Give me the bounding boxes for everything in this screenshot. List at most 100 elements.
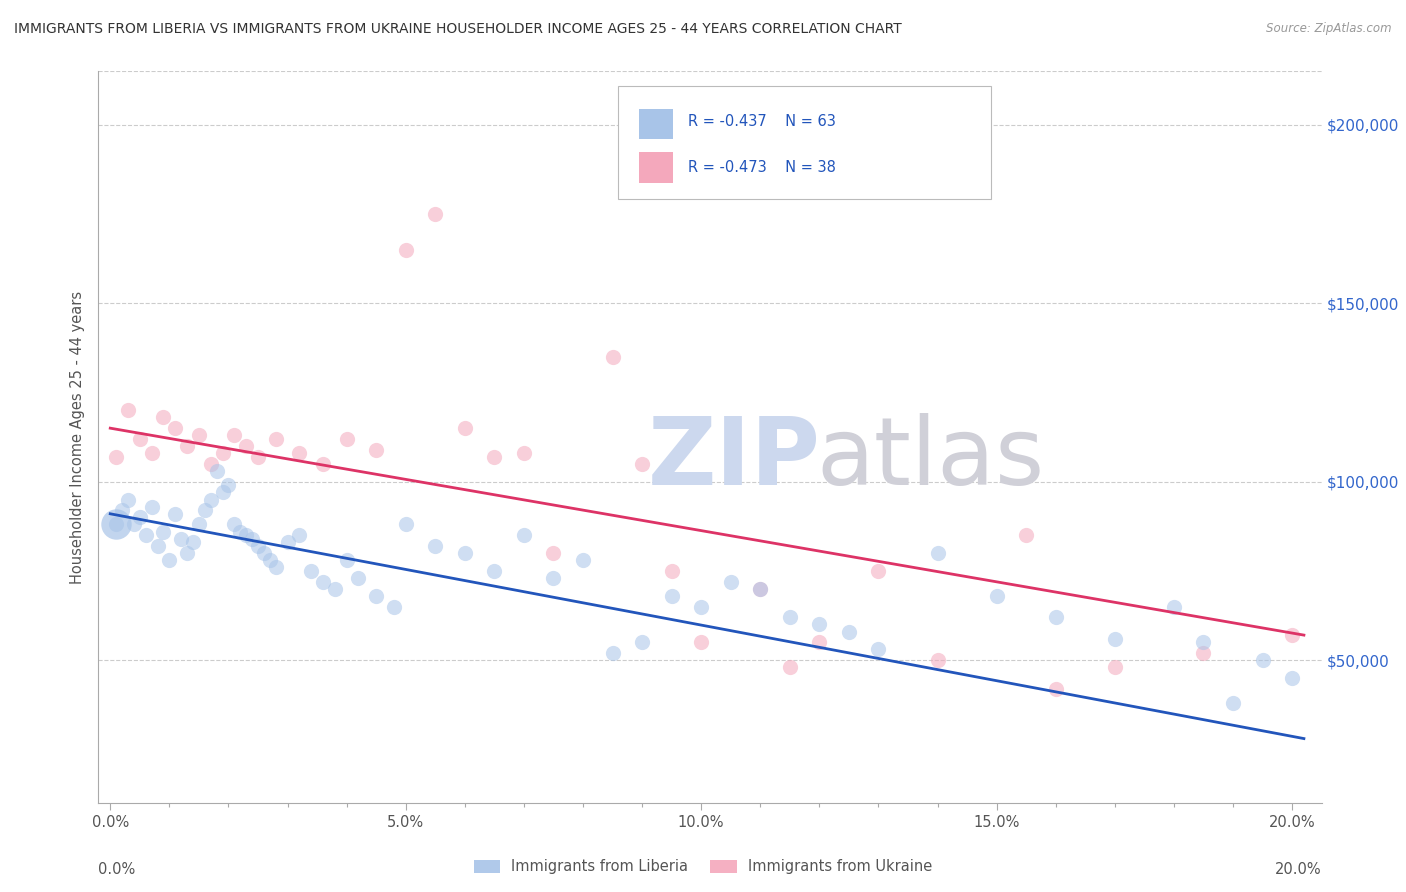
Point	[200, 457, 222, 471]
Point	[1251, 653, 1274, 667]
Point	[128, 510, 150, 524]
Point	[187, 517, 209, 532]
Point	[211, 446, 233, 460]
Point	[217, 478, 239, 492]
Point	[1015, 528, 1038, 542]
Point	[1045, 610, 1067, 624]
Point	[141, 500, 163, 514]
Text: ZIP: ZIP	[648, 413, 821, 505]
Point	[927, 653, 949, 667]
Point	[288, 528, 311, 542]
Text: R = -0.437    N = 63: R = -0.437 N = 63	[688, 114, 837, 129]
Text: 0.0%: 0.0%	[98, 863, 135, 877]
Point	[690, 635, 713, 649]
Point	[246, 539, 269, 553]
Text: 20.0%: 20.0%	[1275, 863, 1322, 877]
Point	[224, 517, 246, 532]
Point	[224, 428, 246, 442]
Point	[240, 532, 263, 546]
Point	[152, 524, 174, 539]
Point	[513, 446, 536, 460]
Point	[229, 524, 252, 539]
Point	[749, 582, 772, 596]
Point	[1192, 646, 1215, 660]
Point	[276, 535, 298, 549]
Point	[661, 564, 683, 578]
Point	[1104, 632, 1126, 646]
Text: IMMIGRANTS FROM LIBERIA VS IMMIGRANTS FROM UKRAINE HOUSEHOLDER INCOME AGES 25 - : IMMIGRANTS FROM LIBERIA VS IMMIGRANTS FR…	[14, 22, 901, 37]
Point	[808, 617, 831, 632]
Point	[165, 507, 187, 521]
Point	[146, 539, 169, 553]
Point	[211, 485, 233, 500]
Point	[382, 599, 405, 614]
Point	[1281, 628, 1303, 642]
Point	[1104, 660, 1126, 674]
Point	[454, 421, 477, 435]
Point	[690, 599, 713, 614]
Point	[312, 457, 335, 471]
Point	[299, 564, 322, 578]
Point	[176, 546, 198, 560]
Point	[105, 450, 128, 464]
Point	[264, 560, 287, 574]
Point	[868, 564, 890, 578]
Legend: Immigrants from Liberia, Immigrants from Ukraine: Immigrants from Liberia, Immigrants from…	[468, 854, 938, 880]
Point	[347, 571, 370, 585]
Point	[1192, 635, 1215, 649]
Point	[927, 546, 949, 560]
Point	[661, 589, 683, 603]
Point	[543, 571, 565, 585]
Point	[157, 553, 180, 567]
Text: Source: ZipAtlas.com: Source: ZipAtlas.com	[1267, 22, 1392, 36]
Point	[986, 589, 1008, 603]
Point	[187, 428, 209, 442]
Point	[165, 421, 187, 435]
Text: atlas: atlas	[815, 413, 1045, 505]
Point	[808, 635, 831, 649]
Point	[543, 546, 565, 560]
Point	[235, 439, 257, 453]
Point	[395, 517, 418, 532]
Point	[176, 439, 198, 453]
Point	[631, 635, 654, 649]
Point	[1281, 671, 1303, 685]
Point	[259, 553, 281, 567]
Text: R = -0.473    N = 38: R = -0.473 N = 38	[688, 161, 837, 176]
Point	[200, 492, 222, 507]
Point	[484, 450, 506, 464]
Point	[1222, 696, 1244, 710]
Point	[336, 432, 359, 446]
Point	[779, 610, 801, 624]
FancyBboxPatch shape	[640, 152, 673, 183]
Point	[366, 589, 388, 603]
Point	[253, 546, 276, 560]
Point	[425, 207, 447, 221]
Point	[395, 243, 418, 257]
Point	[105, 517, 128, 532]
Point	[484, 564, 506, 578]
Point	[235, 528, 257, 542]
Point	[105, 517, 128, 532]
Point	[454, 546, 477, 560]
Point	[602, 646, 624, 660]
FancyBboxPatch shape	[640, 109, 673, 139]
Point	[631, 457, 654, 471]
Point	[117, 403, 139, 417]
Point	[868, 642, 890, 657]
Point	[312, 574, 335, 589]
Point	[181, 535, 204, 549]
Point	[323, 582, 346, 596]
Point	[720, 574, 742, 589]
Point	[1163, 599, 1185, 614]
Point	[111, 503, 134, 517]
Point	[749, 582, 772, 596]
Point	[1045, 681, 1067, 696]
Point	[838, 624, 860, 639]
Point	[170, 532, 193, 546]
Point	[205, 464, 228, 478]
Point	[288, 446, 311, 460]
FancyBboxPatch shape	[619, 86, 991, 200]
Point	[122, 517, 145, 532]
Point	[336, 553, 359, 567]
